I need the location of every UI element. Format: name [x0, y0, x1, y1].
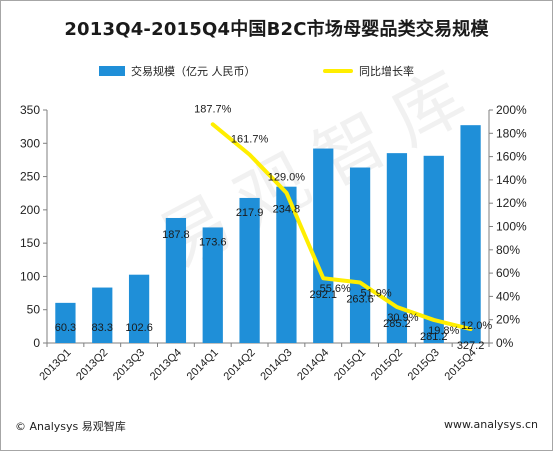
bar	[386, 153, 408, 343]
x-tick-label: 2015Q3	[406, 347, 442, 383]
bar	[128, 274, 150, 343]
growth-value-label: 161.7%	[231, 134, 269, 146]
y-right-tick-label: 140%	[496, 173, 527, 187]
bar-value-label: 102.6	[125, 322, 153, 334]
growth-rate-line	[210, 122, 473, 332]
growth-value-label: 51.9%	[360, 288, 391, 300]
growth-value-label: 30.9%	[387, 312, 418, 324]
bar	[55, 302, 76, 343]
bar-value-label: 281.2	[420, 331, 448, 343]
chart-title: 2013Q4-2015Q4中国B2C市场母婴品类交易规模	[64, 19, 489, 40]
bar-value-label: 263.6	[346, 294, 374, 306]
footer-copyright: © Analysys 易观智库	[15, 420, 126, 433]
bar	[92, 287, 113, 343]
bar-value-label: 187.8	[162, 229, 190, 241]
bar-value-label: 292.1	[309, 289, 337, 301]
bar-value-label: 60.3	[55, 322, 76, 334]
bar-value-label: 217.9	[236, 207, 264, 219]
bar	[349, 167, 371, 343]
y-right-tick-label: 160%	[496, 150, 527, 164]
x-tick-label: 2013Q3	[111, 347, 147, 383]
x-tick-label: 2014Q3	[258, 347, 294, 383]
x-tick-label: 2013Q4	[148, 347, 184, 383]
y-right-tick-label: 80%	[496, 243, 520, 257]
legend-item-growth: 同比增长率	[323, 63, 414, 79]
x-tick-label: 2014Q1	[185, 347, 221, 383]
bar	[165, 217, 187, 343]
legend-swatch-volume	[99, 66, 125, 76]
footer-website: www.analysys.cn	[444, 418, 538, 431]
bar-value-label: 327.2	[457, 340, 485, 352]
legend-label-growth: 同比增长率	[359, 65, 414, 78]
x-tick-label: 2013Q2	[74, 347, 110, 383]
y-right-tick-label: 60%	[496, 266, 520, 280]
growth-value-label: 12.0%	[461, 320, 492, 332]
bar	[239, 197, 260, 343]
bar	[423, 155, 444, 343]
x-tick-label: 2015Q2	[369, 347, 405, 383]
bar-value-label: 83.3	[92, 322, 113, 334]
bar-value-label: 234.8	[273, 204, 301, 216]
y-left-tick-label: 300	[20, 136, 40, 150]
x-tick-label: 2014Q2	[222, 347, 258, 383]
y-right-tick-label: 20%	[496, 313, 520, 327]
bar	[202, 227, 223, 343]
x-tick-label: 2015Q4	[443, 347, 479, 383]
legend: 交易规模（亿元 人民币） 同比增长率	[1, 63, 552, 83]
growth-value-label: 19.8%	[428, 325, 459, 337]
x-tick-label: 2013Q1	[37, 347, 73, 383]
y-left-tick-label: 200	[20, 203, 40, 217]
y-left-tick-label: 350	[20, 103, 40, 117]
growth-value-label: 55.6%	[320, 283, 351, 295]
y-right-tick-label: 120%	[496, 196, 527, 210]
legend-item-volume: 交易规模（亿元 人民币）	[99, 63, 256, 79]
x-tick-label: 2014Q4	[295, 347, 331, 383]
y-left-tick-label: 100	[20, 269, 40, 283]
y-right-tick-label: 100%	[496, 220, 527, 234]
y-left-tick-label: 150	[20, 236, 40, 250]
y-right-tick-label: 40%	[496, 289, 520, 303]
growth-value-label: 129.0%	[268, 172, 306, 184]
y-left-tick-label: 50	[27, 303, 41, 317]
bar	[276, 186, 297, 343]
legend-label-volume: 交易规模（亿元 人民币）	[131, 65, 256, 78]
legend-swatch-growth	[323, 69, 353, 73]
bar	[313, 148, 334, 343]
x-tick-label: 2015Q1	[332, 347, 368, 383]
y-right-tick-label: 180%	[496, 126, 527, 140]
y-left-tick-label: 250	[20, 170, 40, 184]
y-right-tick-label: 200%	[496, 103, 527, 117]
bar-value-label: 285.2	[383, 318, 411, 330]
y-left-tick-label: 0	[33, 336, 40, 350]
y-right-tick-label: 0%	[496, 336, 514, 350]
bar	[460, 125, 481, 343]
bar-value-label: 173.6	[199, 236, 227, 248]
growth-value-label: 187.7%	[194, 103, 232, 115]
